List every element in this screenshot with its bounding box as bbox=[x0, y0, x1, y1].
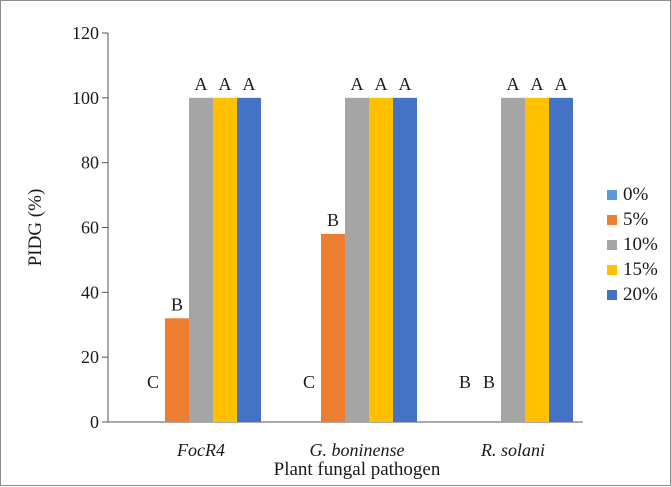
y-tick-label: 100 bbox=[72, 88, 99, 108]
legend-swatch bbox=[607, 290, 617, 300]
bar-20pct-1 bbox=[393, 97, 417, 422]
x-axis-title: Plant fungal pathogen bbox=[274, 459, 441, 480]
significance-letter: A bbox=[195, 74, 208, 94]
x-category-label: G. boninense bbox=[310, 440, 405, 460]
bars bbox=[165, 97, 573, 422]
bar-10pct-0 bbox=[189, 97, 213, 422]
significance-letter: A bbox=[531, 74, 544, 94]
legend: 0% 5% 10% 15% 20% bbox=[607, 184, 658, 305]
legend-label: 15% bbox=[623, 259, 658, 280]
significance-letter: B bbox=[459, 372, 471, 392]
y-axis-ticks: 0 20 40 60 80 100 120 bbox=[72, 23, 108, 432]
bar-15pct-0 bbox=[213, 97, 237, 422]
y-tick-label: 20 bbox=[81, 347, 99, 367]
x-category-label: FocR4 bbox=[176, 440, 225, 460]
significance-letter: B bbox=[327, 210, 339, 230]
bar-20pct-2 bbox=[549, 97, 573, 422]
significance-letter: A bbox=[507, 74, 520, 94]
x-category-label: R. solani bbox=[480, 440, 545, 460]
significance-letter: B bbox=[171, 294, 183, 314]
y-tick-label: 120 bbox=[72, 23, 99, 43]
legend-swatch bbox=[607, 215, 617, 225]
significance-letter: C bbox=[147, 372, 159, 392]
legend-swatch bbox=[607, 265, 617, 275]
bar-15pct-2 bbox=[525, 97, 549, 422]
legend-label: 5% bbox=[623, 209, 649, 230]
significance-letter: A bbox=[243, 74, 256, 94]
significance-letter: A bbox=[399, 74, 412, 94]
bar-10pct-2 bbox=[501, 97, 525, 422]
significance-letter: A bbox=[375, 74, 388, 94]
significance-letter: A bbox=[555, 74, 568, 94]
legend-swatch bbox=[607, 240, 617, 250]
y-tick-label: 40 bbox=[81, 282, 99, 302]
significance-letter: B bbox=[483, 372, 495, 392]
legend-swatch bbox=[607, 190, 617, 200]
legend-label: 10% bbox=[623, 234, 658, 255]
bar-20pct-0 bbox=[237, 97, 261, 422]
bar-10pct-1 bbox=[345, 97, 369, 422]
x-axis-categories: FocR4 G. boninense R. solani bbox=[176, 440, 545, 460]
significance-letter: C bbox=[303, 372, 315, 392]
legend-label: 0% bbox=[623, 184, 649, 205]
bar-15pct-1 bbox=[369, 97, 393, 422]
significance-letter: A bbox=[219, 74, 232, 94]
bar-5pct-0 bbox=[165, 318, 189, 422]
significance-letter: A bbox=[351, 74, 364, 94]
y-axis-title: PIDG (%) bbox=[25, 189, 46, 267]
y-tick-label: 0 bbox=[90, 412, 99, 432]
bar-5pct-1 bbox=[321, 233, 345, 422]
legend-label: 20% bbox=[623, 284, 658, 305]
y-tick-label: 60 bbox=[81, 218, 99, 238]
y-tick-label: 80 bbox=[81, 153, 99, 173]
